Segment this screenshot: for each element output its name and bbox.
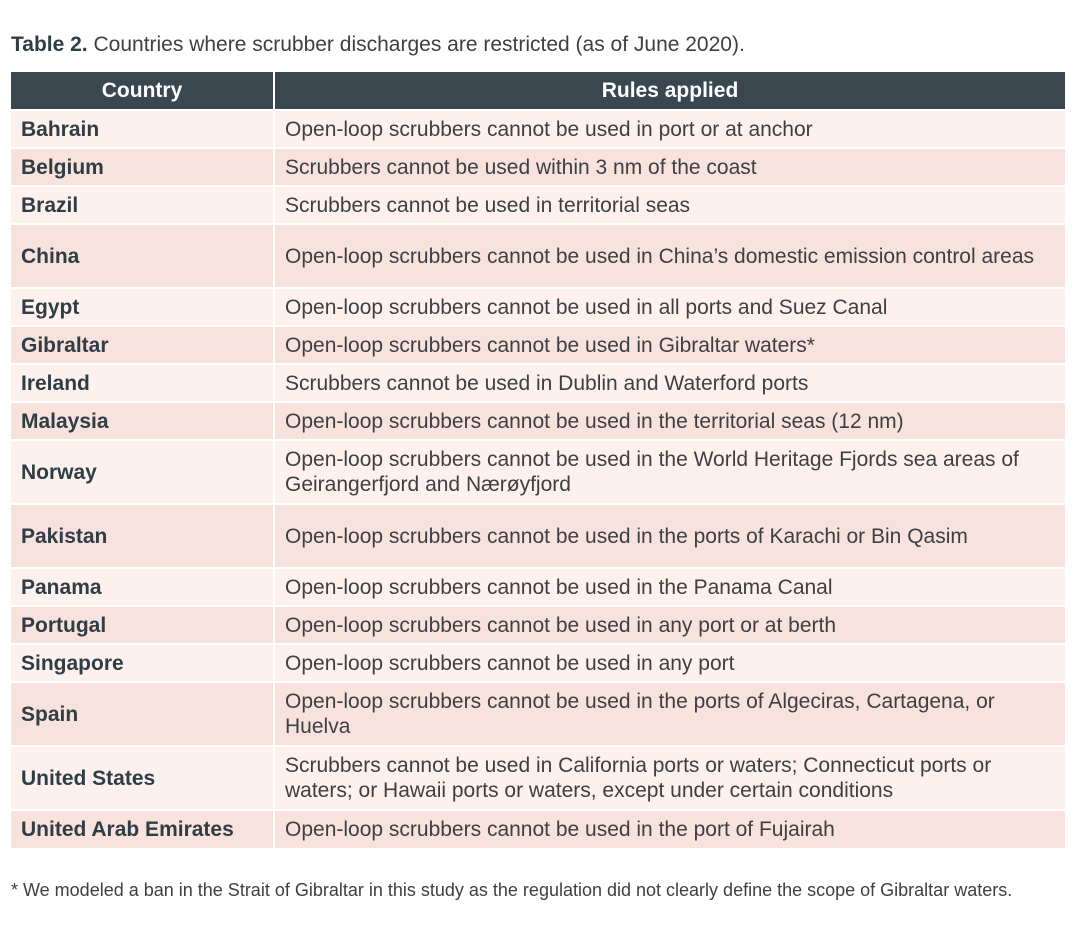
table-row: Malaysia Open-loop scrubbers cannot be u…	[11, 401, 1065, 440]
country-cell: Bahrain	[11, 109, 274, 148]
country-cell: Spain	[11, 681, 274, 746]
country-cell: United Arab Emirates	[11, 809, 274, 848]
table-row: Norway Open-loop scrubbers cannot be use…	[11, 439, 1065, 504]
rule-cell: Open-loop scrubbers cannot be used in th…	[273, 503, 1065, 568]
caption-text: Countries where scrubber discharges are …	[93, 33, 745, 56]
rule-cell: Open-loop scrubbers cannot be used in po…	[273, 109, 1065, 148]
rule-cell: Open-loop scrubbers cannot be used in th…	[273, 567, 1065, 606]
rule-cell: Scrubbers cannot be used in California p…	[273, 745, 1065, 810]
country-cell: Gibraltar	[11, 325, 274, 364]
restrictions-table: Country Rules applied Bahrain Open-loop …	[11, 72, 1065, 848]
country-cell: Egypt	[11, 287, 274, 326]
country-cell: Norway	[11, 439, 274, 504]
table-row: Bahrain Open-loop scrubbers cannot be us…	[11, 109, 1065, 148]
table-row: Singapore Open-loop scrubbers cannot be …	[11, 643, 1065, 682]
rule-cell: Open-loop scrubbers cannot be used in Gi…	[273, 325, 1065, 364]
table-row: United Arab Emirates Open-loop scrubbers…	[11, 809, 1065, 848]
table-row: Gibraltar Open-loop scrubbers cannot be …	[11, 325, 1065, 364]
rule-cell: Open-loop scrubbers cannot be used in th…	[273, 401, 1065, 440]
rule-cell: Scrubbers cannot be used in Dublin and W…	[273, 363, 1065, 402]
table-row: Spain Open-loop scrubbers cannot be used…	[11, 681, 1065, 746]
caption-label: Table 2.	[11, 33, 88, 56]
header-row: Country Rules applied	[11, 72, 1065, 110]
table-row: Portugal Open-loop scrubbers cannot be u…	[11, 605, 1065, 644]
rule-cell: Open-loop scrubbers cannot be used in an…	[273, 605, 1065, 644]
rule-cell: Open-loop scrubbers cannot be used in al…	[273, 287, 1065, 326]
table-row: Belgium Scrubbers cannot be used within …	[11, 147, 1065, 186]
table-row: Egypt Open-loop scrubbers cannot be used…	[11, 287, 1065, 326]
country-cell: Belgium	[11, 147, 274, 186]
rule-cell: Open-loop scrubbers cannot be used in an…	[273, 643, 1065, 682]
header-country: Country	[11, 72, 274, 110]
rule-cell: Open-loop scrubbers cannot be used in th…	[273, 681, 1065, 746]
country-cell: Ireland	[11, 363, 274, 402]
rule-cell: Open-loop scrubbers cannot be used in th…	[273, 439, 1065, 504]
table-row: Pakistan Open-loop scrubbers cannot be u…	[11, 503, 1065, 568]
rule-cell: Open-loop scrubbers cannot be used in Ch…	[273, 223, 1065, 288]
country-cell: Malaysia	[11, 401, 274, 440]
rule-cell: Scrubbers cannot be used in territorial …	[273, 185, 1065, 224]
country-cell: Brazil	[11, 185, 274, 224]
table-caption: Table 2. Countries where scrubber discha…	[11, 30, 745, 60]
table-row: Ireland Scrubbers cannot be used in Dubl…	[11, 363, 1065, 402]
country-cell: Portugal	[11, 605, 274, 644]
rule-cell: Scrubbers cannot be used within 3 nm of …	[273, 147, 1065, 186]
country-cell: China	[11, 223, 274, 288]
table-row: China Open-loop scrubbers cannot be used…	[11, 223, 1065, 288]
header-rules: Rules applied	[273, 72, 1065, 110]
rule-cell: Open-loop scrubbers cannot be used in th…	[273, 809, 1065, 848]
table-row: Panama Open-loop scrubbers cannot be use…	[11, 567, 1065, 606]
table-footnote: * We modeled a ban in the Strait of Gibr…	[11, 880, 1013, 900]
table-row: United States Scrubbers cannot be used i…	[11, 745, 1065, 810]
table-row: Brazil Scrubbers cannot be used in terri…	[11, 185, 1065, 224]
country-cell: Singapore	[11, 643, 274, 682]
country-cell: Pakistan	[11, 503, 274, 568]
country-cell: United States	[11, 745, 274, 810]
country-cell: Panama	[11, 567, 274, 606]
